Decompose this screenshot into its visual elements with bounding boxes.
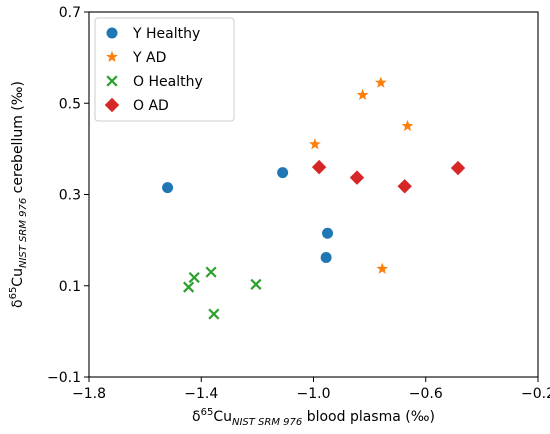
x-tick-label: −1.4 [184, 386, 218, 402]
axis-ticks: −1.8 −1.4 −1.0 −0.6 −0.2 −0.1 0.1 0.3 0.5 0.7 [47, 5, 550, 402]
y-tick-label: −0.1 [47, 370, 81, 386]
data-point-y-healthy [162, 182, 174, 194]
data-point-y-ad [376, 262, 389, 274]
data-point-o-healthy [188, 271, 200, 284]
x-tick-label: −1.8 [72, 386, 106, 402]
legend-label: O AD [133, 98, 169, 114]
legend-label: Y AD [132, 50, 166, 66]
data-point-o-ad [397, 179, 412, 194]
data-point-y-healthy [320, 251, 332, 263]
data-point-o-ad [311, 159, 327, 175]
data-point-y-ad [356, 88, 369, 101]
data-point-o-healthy [208, 308, 220, 320]
data-point-o-ad [450, 160, 466, 176]
x-axis-label: δ65CuNIST SRM 976 blood plasma (‰) [192, 407, 435, 428]
data-point-y-ad [309, 138, 321, 150]
legend-box [94, 17, 235, 122]
data-point-o-healthy [205, 266, 217, 278]
data-point-o-ad [349, 170, 365, 185]
legend-entry: Y AD [106, 50, 166, 66]
x-tick-label: −0.6 [409, 386, 443, 402]
data-point-o-healthy [250, 278, 262, 290]
legend-label: Y Healthy [132, 26, 200, 42]
y-tick-label: 0.3 [59, 188, 81, 204]
data-point-y-ad [374, 76, 387, 88]
x-tick-label: −1.0 [297, 386, 331, 402]
y-axis-label: δ65CuNIST SRM 976 cerebellum (‰) [8, 81, 29, 308]
y-tick-label: 0.7 [59, 5, 81, 21]
y-tick-label: 0.5 [59, 96, 81, 112]
legend-entry: Y Healthy [106, 26, 200, 42]
legend-label: O Healthy [133, 74, 203, 90]
data-point-y-ad [401, 119, 414, 132]
data-point-o-healthy [183, 281, 195, 293]
data-point-y-healthy [322, 227, 334, 239]
legend-entry: O AD [104, 97, 169, 114]
legend-entry: O Healthy [106, 74, 203, 90]
x-tick-label: −0.2 [521, 386, 550, 402]
y-tick-label: 0.1 [59, 279, 81, 295]
legend: Y Healthy Y AD O Healthy O AD [94, 17, 235, 122]
axis-labels: δ65CuNIST SRM 976 blood plasma (‰) δ65CuN… [8, 81, 435, 428]
data-point-y-healthy [277, 167, 289, 179]
